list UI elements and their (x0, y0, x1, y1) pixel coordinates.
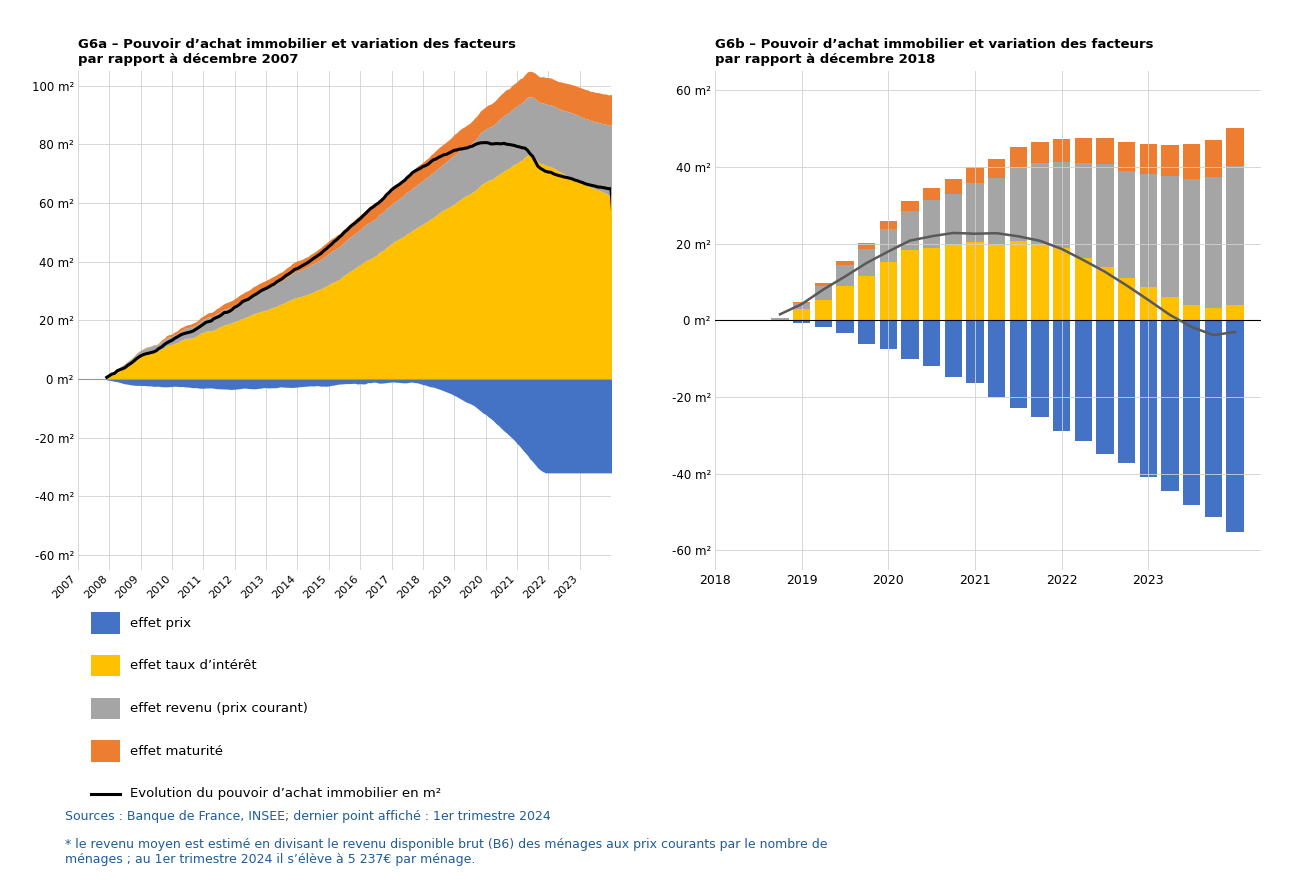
Text: effet maturité: effet maturité (130, 745, 224, 757)
Bar (1226, 166, 1244, 305)
Bar (1183, 144, 1200, 179)
Text: Sources : Banque de France, INSEE; dernier point affiché : 1er trimestre 2024: Sources : Banque de France, INSEE; derni… (65, 810, 551, 823)
Bar (901, 201, 919, 211)
Bar (815, 320, 832, 328)
Bar (836, 287, 854, 320)
Bar (815, 300, 832, 320)
Bar (1075, 320, 1092, 441)
Bar (1183, 304, 1200, 320)
Bar (880, 230, 897, 263)
Bar (1161, 320, 1179, 491)
Bar (1053, 248, 1070, 320)
Bar (1140, 174, 1157, 287)
Bar (1096, 267, 1114, 320)
Bar (1161, 144, 1179, 176)
Text: effet prix: effet prix (130, 617, 191, 629)
Bar (1118, 278, 1135, 320)
Bar (1031, 164, 1049, 244)
Bar (1031, 320, 1049, 417)
Bar (1205, 140, 1222, 176)
Bar (1118, 171, 1135, 278)
Bar (1010, 167, 1027, 240)
Bar (901, 320, 919, 359)
Bar (1010, 147, 1027, 167)
Bar (815, 283, 832, 287)
Bar (945, 193, 962, 246)
Bar (1053, 163, 1070, 248)
Bar (966, 167, 984, 183)
Bar (1183, 320, 1200, 506)
Bar (836, 265, 854, 287)
Bar (1075, 163, 1092, 258)
Bar (1096, 165, 1114, 267)
Bar (1140, 287, 1157, 320)
Bar (1161, 296, 1179, 320)
Bar (1053, 320, 1070, 431)
Bar (1075, 138, 1092, 163)
Bar (880, 263, 897, 320)
Bar (1226, 128, 1244, 166)
Text: effet revenu (prix courant): effet revenu (prix courant) (130, 702, 308, 715)
Bar (1053, 139, 1070, 163)
Bar (793, 309, 810, 320)
Bar (923, 188, 940, 200)
Bar (858, 320, 875, 344)
Bar (1010, 240, 1027, 320)
Bar (836, 261, 854, 265)
Bar (901, 211, 919, 250)
Bar (836, 320, 854, 334)
Bar (923, 248, 940, 320)
Bar (1161, 176, 1179, 296)
Bar (771, 318, 789, 320)
Bar (966, 242, 984, 320)
Bar (793, 303, 810, 309)
Bar (1031, 244, 1049, 320)
Bar (1140, 143, 1157, 174)
Bar (815, 287, 832, 300)
Bar (923, 200, 940, 248)
Bar (1118, 142, 1135, 171)
Bar (1226, 320, 1244, 531)
Bar (1205, 176, 1222, 309)
Bar (793, 320, 810, 323)
Bar (1096, 138, 1114, 165)
Text: G6b – Pouvoir d’achat immobilier et variation des facteurs
par rapport à décembr: G6b – Pouvoir d’achat immobilier et vari… (715, 38, 1153, 66)
Bar (923, 320, 940, 366)
Bar (1010, 320, 1027, 408)
Bar (945, 320, 962, 377)
Bar (945, 180, 962, 193)
Bar (858, 249, 875, 276)
Text: effet taux d’intérêt: effet taux d’intérêt (130, 659, 256, 672)
Bar (880, 320, 897, 349)
Bar (1096, 320, 1114, 455)
Bar (988, 320, 1005, 397)
Bar (945, 246, 962, 320)
Text: * le revenu moyen est estimé en divisant le revenu disponible brut (B6) des ména: * le revenu moyen est estimé en divisant… (65, 838, 828, 866)
Bar (1075, 258, 1092, 320)
Bar (858, 276, 875, 320)
Bar (1118, 320, 1135, 463)
Text: Evolution du pouvoir d’achat immobilier en m²: Evolution du pouvoir d’achat immobilier … (130, 788, 441, 800)
Bar (880, 221, 897, 230)
Bar (966, 320, 984, 383)
Bar (1226, 305, 1244, 320)
Bar (1205, 320, 1222, 516)
Text: G6a – Pouvoir d’achat immobilier et variation des facteurs
par rapport à décembr: G6a – Pouvoir d’achat immobilier et vari… (78, 38, 516, 66)
Bar (966, 183, 984, 242)
Bar (1183, 179, 1200, 304)
Bar (988, 159, 1005, 178)
Bar (858, 243, 875, 249)
Bar (1205, 309, 1222, 320)
Bar (988, 178, 1005, 246)
Bar (1031, 142, 1049, 164)
Bar (988, 246, 1005, 320)
Bar (1140, 320, 1157, 477)
Bar (901, 250, 919, 320)
